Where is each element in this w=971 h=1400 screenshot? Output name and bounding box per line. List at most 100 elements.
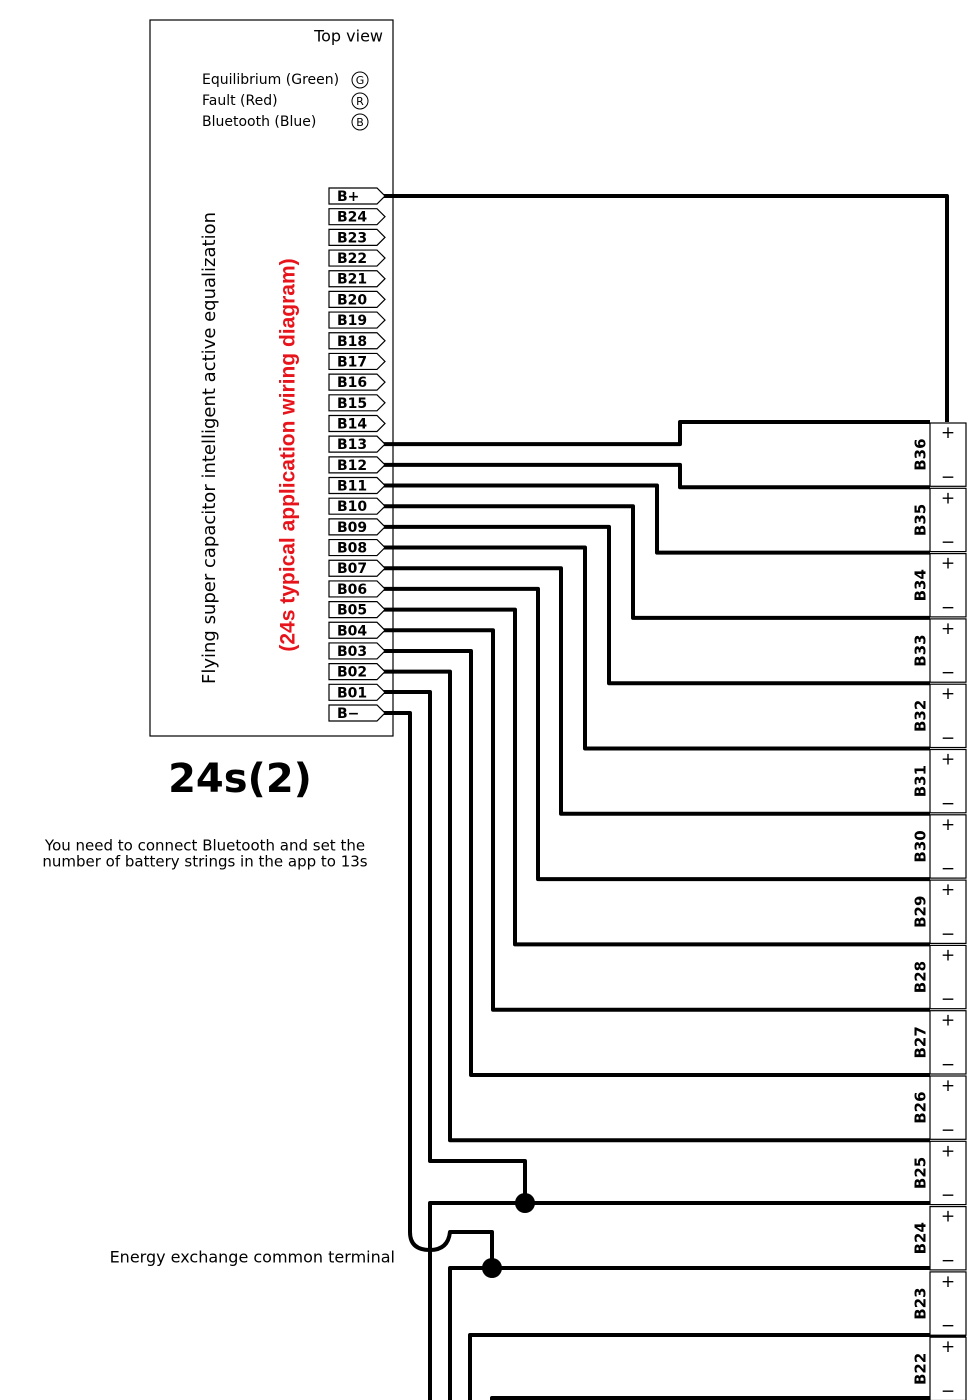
indicator-label: Fault (Red) — [202, 93, 278, 109]
pin — [328, 352, 386, 371]
pin — [328, 228, 386, 246]
battery-label: B31 — [912, 765, 930, 797]
positive-sign: + — [941, 554, 955, 574]
pin — [328, 290, 386, 308]
negative-sign: − — [941, 990, 955, 1010]
battery — [929, 944, 967, 1010]
pin-label: B20 — [337, 292, 367, 308]
wire — [380, 628, 930, 1012]
note-line: You need to connect Bluetooth and set th… — [44, 837, 365, 855]
pin-label: B23 — [337, 230, 367, 246]
pin-label: B08 — [337, 541, 367, 557]
indicator-symbol: B — [356, 116, 364, 129]
pin-label: B18 — [337, 334, 367, 350]
pin — [328, 663, 386, 681]
negative-sign: − — [941, 533, 955, 553]
pin — [328, 476, 386, 495]
negative-sign: − — [941, 1382, 955, 1400]
model-label: 24s(2) — [168, 756, 312, 802]
positive-sign: + — [941, 488, 955, 508]
positive-sign: + — [941, 1207, 955, 1227]
indicator-circle — [351, 71, 369, 89]
negative-sign: − — [941, 859, 955, 879]
battery — [929, 422, 967, 487]
battery — [929, 1140, 967, 1206]
wire — [380, 566, 930, 816]
negative-sign: − — [941, 794, 955, 814]
wire — [380, 504, 930, 620]
positive-sign: + — [941, 750, 955, 770]
battery-label: B30 — [912, 830, 930, 862]
wire — [380, 711, 494, 1268]
battery-label: B27 — [912, 1026, 930, 1058]
pin-label: B15 — [337, 396, 367, 412]
battery-label: B25 — [912, 1157, 930, 1189]
positive-sign: + — [941, 815, 955, 835]
module-name: Flying super capacitor intelligent activ… — [199, 212, 220, 684]
battery — [929, 879, 967, 944]
negative-sign: − — [941, 1120, 955, 1140]
pin — [328, 435, 386, 453]
negative-sign: − — [941, 663, 955, 683]
pin-label: B05 — [337, 603, 367, 619]
pin — [328, 704, 386, 722]
pin — [328, 311, 386, 329]
pin — [328, 208, 386, 226]
pin-label: B− — [337, 706, 359, 722]
pin — [328, 683, 386, 701]
battery — [929, 552, 967, 618]
pin — [328, 538, 386, 557]
indicator-label: Equilibrium (Green) — [202, 72, 339, 88]
positive-sign: + — [941, 1011, 955, 1031]
battery — [929, 618, 967, 683]
note-line: number of battery strings in the app to … — [42, 853, 367, 871]
pin — [328, 187, 386, 205]
battery-label: B26 — [912, 1091, 930, 1123]
wire — [380, 524, 930, 686]
negative-sign: − — [941, 598, 955, 618]
wire — [380, 648, 930, 1077]
battery — [929, 683, 967, 749]
negative-sign: − — [941, 729, 955, 749]
battery — [929, 1336, 967, 1400]
indicator-circle — [351, 113, 369, 131]
battery-label: B36 — [912, 438, 930, 470]
positive-sign: + — [941, 1272, 955, 1292]
pin — [328, 270, 386, 288]
pin — [328, 414, 386, 433]
battery-label: B29 — [912, 896, 930, 928]
wire — [380, 690, 527, 1203]
positive-sign: + — [941, 880, 955, 900]
wire — [380, 607, 930, 947]
junction — [482, 1258, 502, 1278]
positive-sign: + — [941, 945, 955, 965]
pin — [328, 394, 386, 412]
positive-sign: + — [941, 684, 955, 704]
battery-label: B23 — [912, 1287, 930, 1319]
battery-label: B35 — [912, 504, 930, 536]
pin — [328, 249, 386, 267]
negative-sign: − — [941, 467, 955, 487]
battery — [929, 1075, 967, 1140]
negative-sign: − — [941, 1251, 955, 1271]
pin-label: B17 — [337, 354, 367, 370]
wire — [380, 545, 930, 751]
battery-label: B22 — [912, 1353, 930, 1385]
pin — [328, 373, 386, 391]
pin-label: B+ — [337, 189, 359, 205]
pin-label: B09 — [337, 520, 367, 536]
wire — [448, 1266, 966, 1400]
indicator-circle — [351, 92, 369, 110]
wire — [380, 462, 930, 490]
pin-label: B21 — [337, 272, 367, 288]
pin — [328, 456, 386, 474]
positive-sign: + — [941, 1337, 955, 1357]
negative-sign: − — [941, 1055, 955, 1075]
pin-label: B02 — [337, 665, 367, 681]
indicator-symbol: G — [356, 74, 365, 87]
pin-label: B07 — [337, 561, 367, 577]
wire — [428, 1201, 966, 1400]
battery-label: B32 — [912, 700, 930, 732]
pin-label: B12 — [337, 458, 367, 474]
